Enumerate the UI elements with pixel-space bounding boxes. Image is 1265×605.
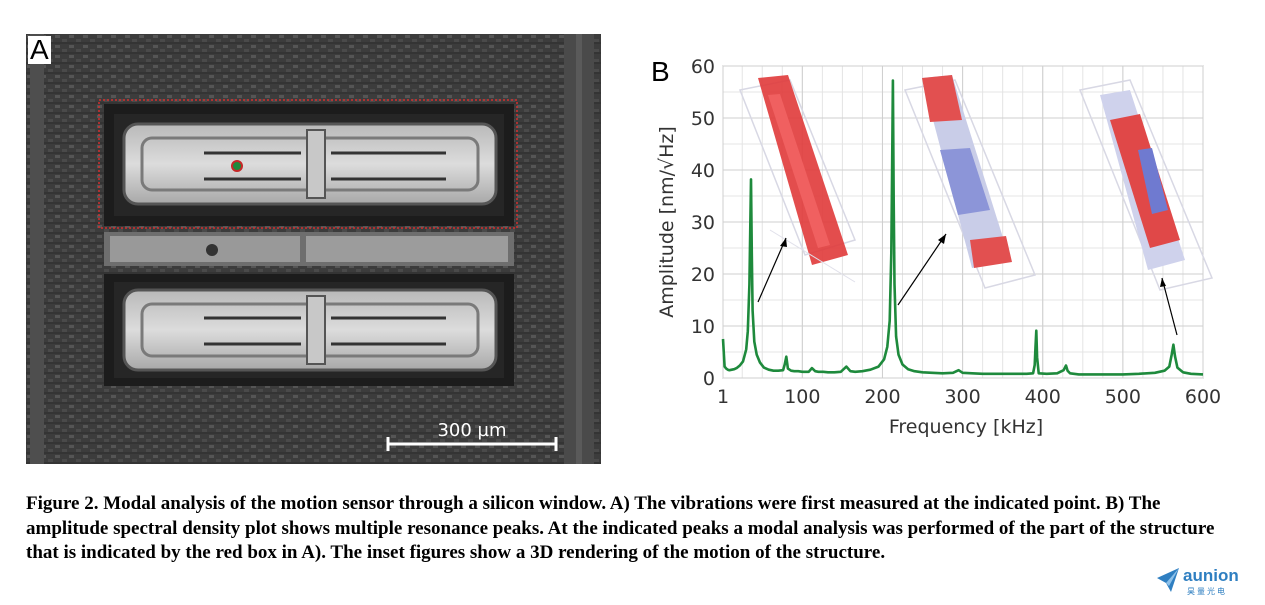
mode-shape-inset-2 bbox=[903, 75, 1037, 289]
measurement-point-marker bbox=[231, 160, 243, 172]
x-axis-label: Frequency [kHz] bbox=[889, 416, 1043, 438]
panel-b-letter: B bbox=[651, 56, 670, 87]
spectral-density-chart: 1 100 200 300 400 500 600 0 10 20 30 40 50 60 Frequen… bbox=[656, 56, 1221, 438]
microscope-image: 300 µm bbox=[26, 34, 601, 464]
mode-shape-inset-1 bbox=[738, 75, 857, 283]
x-tick-label: 300 bbox=[944, 386, 980, 408]
y-tick-label: 30 bbox=[691, 212, 715, 234]
y-tick-label: 20 bbox=[691, 264, 715, 286]
x-tick-label: 500 bbox=[1105, 386, 1141, 408]
y-tick-label: 50 bbox=[691, 108, 715, 130]
aunion-logo: aunion 昊量光电 bbox=[1155, 564, 1255, 600]
x-tick-label: 600 bbox=[1185, 386, 1221, 408]
paper-plane-icon bbox=[1157, 568, 1179, 592]
x-tick-label: 100 bbox=[784, 386, 820, 408]
x-tick-label: 200 bbox=[864, 386, 900, 408]
x-tick-label: 400 bbox=[1025, 386, 1061, 408]
y-tick-label: 10 bbox=[691, 316, 715, 338]
mode-shape-inset-3 bbox=[1078, 79, 1214, 291]
amplitude-series-line bbox=[721, 79, 1204, 376]
y-axis-label: Amplitude [nm/√Hz] bbox=[656, 126, 678, 318]
x-tick-label: 1 bbox=[717, 386, 729, 408]
logo-brand-text: aunion bbox=[1183, 566, 1239, 585]
scale-bar-label: 300 µm bbox=[437, 420, 506, 441]
red-selection-box bbox=[98, 99, 518, 229]
y-tick-label: 0 bbox=[703, 368, 715, 390]
logo-sub-text: 昊量光电 bbox=[1187, 587, 1227, 596]
panel-a-letter: A bbox=[28, 34, 51, 65]
microscope-image-drawing: 300 µm bbox=[26, 34, 601, 464]
y-tick-label: 60 bbox=[691, 56, 715, 78]
figure-caption: Figure 2. Modal analysis of the motion s… bbox=[26, 493, 1215, 563]
y-tick-label: 40 bbox=[691, 160, 715, 182]
